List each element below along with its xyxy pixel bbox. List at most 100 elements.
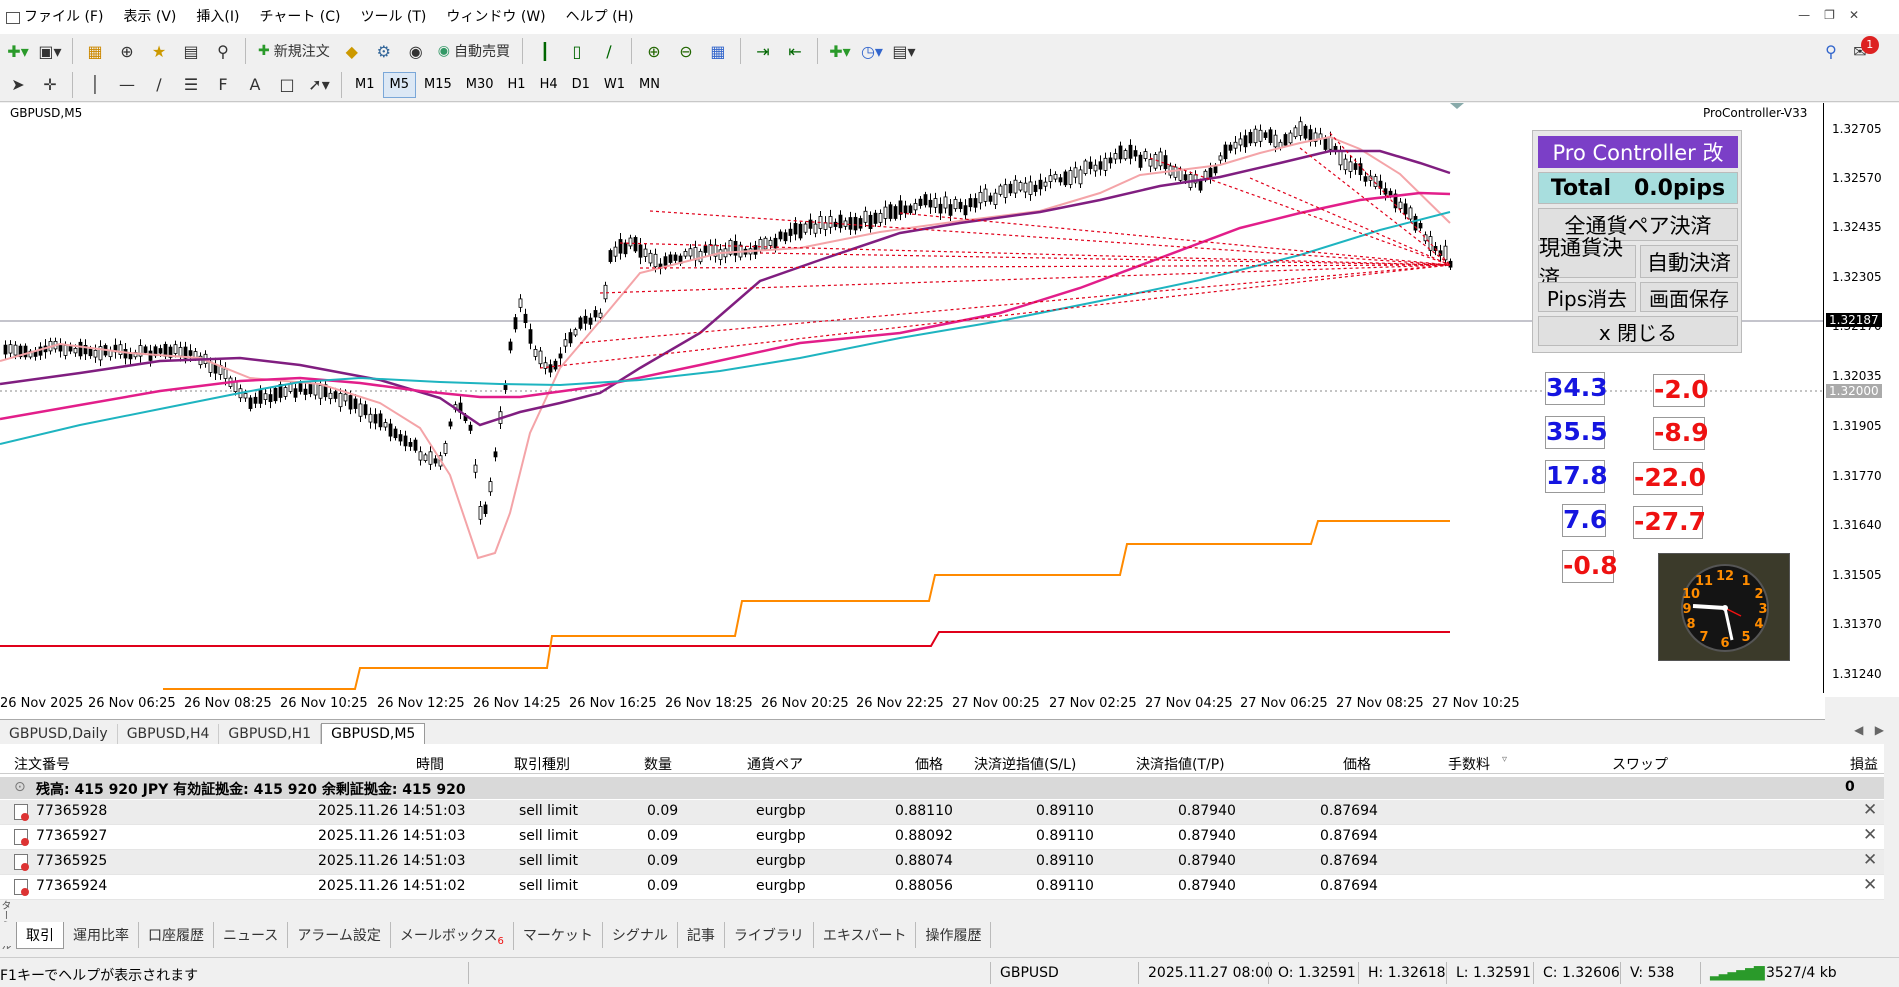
metaeditor-icon[interactable]: ◆ xyxy=(345,41,358,61)
terminal-icon[interactable]: ▤ xyxy=(183,41,199,61)
col-sl[interactable]: 決済逆指値(S/L) xyxy=(974,757,1077,773)
col-swap[interactable]: スワップ xyxy=(1612,757,1668,773)
minimize-icon[interactable]: — xyxy=(1798,8,1811,22)
tab-scroll-arrows-icon[interactable]: ◀ ▶ xyxy=(1854,723,1884,737)
col-tp[interactable]: 決済指値(T/P) xyxy=(1136,757,1225,773)
col-order[interactable]: 注文番号 xyxy=(14,757,70,773)
indicators-icon[interactable]: ✚▾ xyxy=(829,41,851,61)
text-label-icon[interactable]: □ xyxy=(279,75,295,94)
timeframe-m30[interactable]: M30 xyxy=(465,77,494,92)
tab-articles[interactable]: 記事 xyxy=(678,922,725,948)
timeframe-m1[interactable]: M1 xyxy=(355,77,375,92)
auto-trade-button[interactable]: ◉ 自動売買 xyxy=(437,43,510,60)
save-screen-button[interactable]: 画面保存 xyxy=(1640,282,1738,312)
periods-icon[interactable]: ◷▾ xyxy=(860,41,883,61)
menu-window[interactable]: ウィンドウ (W) xyxy=(446,9,546,25)
crosshair-icon[interactable]: ✛ xyxy=(43,75,57,94)
data-window-icon[interactable]: ⊕ xyxy=(120,41,134,61)
chart-tab-selected[interactable]: GBPUSD,M5 xyxy=(321,723,426,744)
tab-mailbox[interactable]: メールボックス6 xyxy=(391,922,514,950)
col-current-price[interactable]: 価格 xyxy=(1343,757,1371,773)
new-order-button[interactable]: ✚ 新規注文 xyxy=(258,43,330,60)
cursor-icon[interactable]: ➤ xyxy=(11,75,25,94)
col-time[interactable]: 時間 xyxy=(416,757,444,773)
auto-scroll-icon[interactable]: ⇥ xyxy=(756,41,770,61)
col-price[interactable]: 価格 xyxy=(915,757,943,773)
tab-journal[interactable]: 操作履歴 xyxy=(916,922,992,948)
col-profit[interactable]: 損益 xyxy=(1850,757,1878,773)
chart-tab[interactable]: GBPUSD,H4 xyxy=(118,724,220,744)
delete-order-icon[interactable]: ✕ xyxy=(1863,825,1878,845)
tab-alerts[interactable]: アラーム設定 xyxy=(288,922,391,948)
order-row[interactable]: 77365927 2025.11.26 14:51:03 sell limit … xyxy=(0,825,1899,850)
timeframe-h4[interactable]: H4 xyxy=(539,77,558,92)
order-row[interactable]: 77365928 2025.11.26 14:51:03 sell limit … xyxy=(0,800,1899,825)
order-row[interactable]: 77365925 2025.11.26 14:51:03 sell limit … xyxy=(0,850,1899,875)
timeframe-mn[interactable]: MN xyxy=(639,77,660,92)
col-type[interactable]: 取引種別 xyxy=(514,757,570,773)
close-current-pair-button[interactable]: 現通貨決済 xyxy=(1538,236,1636,290)
text-icon[interactable]: A xyxy=(249,75,261,94)
tab-library[interactable]: ライブラリ xyxy=(725,922,814,948)
equidistant-channel-icon[interactable]: ☰ xyxy=(183,75,199,94)
tab-exposure[interactable]: 運用比率 xyxy=(64,922,139,948)
menu-file[interactable]: ファイル (F) xyxy=(2,0,113,34)
auto-close-button[interactable]: 自動決済 xyxy=(1640,245,1738,278)
menu-view[interactable]: 表示 (V) xyxy=(123,9,177,25)
profiles-icon[interactable]: ▣▾ xyxy=(38,41,62,61)
order-row[interactable]: 77365924 2025.11.26 14:51:02 sell limit … xyxy=(0,875,1899,900)
terminal-scrollbar[interactable] xyxy=(1884,720,1899,950)
delete-order-icon[interactable]: ✕ xyxy=(1863,875,1878,895)
clear-pips-button[interactable]: Pips消去 xyxy=(1538,282,1636,312)
chart-tab[interactable]: GBPUSD,Daily xyxy=(0,724,118,744)
tab-history[interactable]: 口座履歴 xyxy=(139,922,214,948)
experts-icon[interactable]: ⚙ xyxy=(376,41,391,61)
delete-order-icon[interactable]: ✕ xyxy=(1863,850,1878,870)
tab-trade[interactable]: 取引 xyxy=(16,922,64,949)
new-chart-icon[interactable]: ✚▾ xyxy=(7,41,29,61)
timeframe-m15[interactable]: M15 xyxy=(424,77,452,92)
candlestick-icon[interactable]: ▯ xyxy=(572,41,582,61)
tab-signals[interactable]: シグナル xyxy=(603,922,678,948)
notification-icon[interactable]: ✉ 1 xyxy=(1852,36,1880,65)
col-volume[interactable]: 数量 xyxy=(644,757,672,773)
zoom-in-icon[interactable]: ⊕ xyxy=(647,41,661,61)
tab-experts[interactable]: エキスパート xyxy=(814,922,917,948)
strategy-tester-icon[interactable]: ⚲ xyxy=(217,41,229,61)
col-symbol[interactable]: 通貨ペア xyxy=(747,757,803,773)
tab-news[interactable]: ニュース xyxy=(214,922,289,948)
menu-tools[interactable]: ツール (T) xyxy=(360,9,427,25)
timeframe-m5[interactable]: M5 xyxy=(382,71,416,98)
line-chart-icon[interactable]: ∕ xyxy=(606,41,612,61)
close-icon[interactable]: ✕ xyxy=(1848,8,1859,22)
close-panel-button[interactable]: x 閉じる xyxy=(1538,316,1738,346)
search-icon[interactable]: ⚲ xyxy=(1825,41,1837,61)
chart-window[interactable]: GBPUSD,M5 ProController-V33 xyxy=(0,103,1825,720)
menu-help[interactable]: ヘルプ (H) xyxy=(565,9,634,25)
menu-chart[interactable]: チャート (C) xyxy=(259,9,341,25)
market-watch-icon[interactable]: ▦ xyxy=(87,41,103,61)
menu-insert[interactable]: 挿入(I) xyxy=(196,9,240,25)
chart-tab[interactable]: GBPUSD,H1 xyxy=(219,724,322,744)
tile-windows-icon[interactable]: ▦ xyxy=(710,41,726,61)
zoom-out-icon[interactable]: ⊖ xyxy=(679,41,693,61)
trendline-icon[interactable]: ∕ xyxy=(156,75,162,94)
timeframe-h1[interactable]: H1 xyxy=(507,77,526,92)
signals-icon[interactable]: ◉ xyxy=(408,41,423,61)
fibonacci-icon[interactable]: F xyxy=(218,75,228,94)
chart-shift-icon[interactable]: ⇤ xyxy=(788,41,802,61)
timeframe-d1[interactable]: D1 xyxy=(571,77,590,92)
tab-market[interactable]: マーケット xyxy=(514,922,603,948)
horizontal-line-icon[interactable]: — xyxy=(119,75,135,94)
delete-order-icon[interactable]: ✕ xyxy=(1863,800,1878,820)
navigator-icon[interactable]: ★ xyxy=(151,41,167,61)
restore-icon[interactable]: ❐ xyxy=(1824,8,1835,22)
timeframe-w1[interactable]: W1 xyxy=(603,77,626,92)
vertical-line-icon[interactable]: │ xyxy=(90,75,100,94)
col-commission[interactable]: 手数料 xyxy=(1448,757,1490,773)
templates-icon[interactable]: ▤▾ xyxy=(892,41,916,61)
arrows-icon[interactable]: ➚▾ xyxy=(308,75,330,94)
price-chart[interactable] xyxy=(0,103,1823,693)
bar-chart-icon[interactable]: ┃ xyxy=(540,41,550,61)
close-all-pairs-button[interactable]: 全通貨ペア決済 xyxy=(1538,208,1738,241)
